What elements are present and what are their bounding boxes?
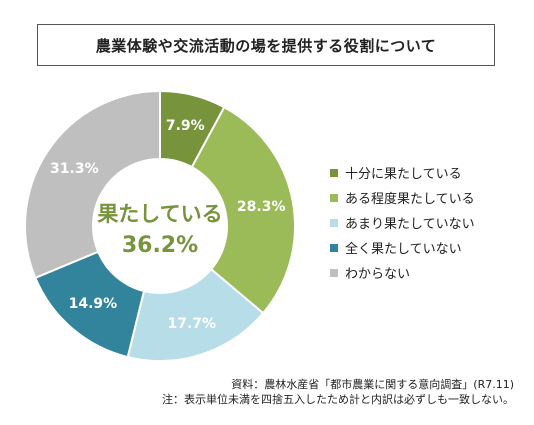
chart-title: 農業体験や交流活動の場を提供する役割について	[37, 24, 495, 66]
legend-label: 全く果たしていない	[345, 242, 462, 257]
slice-value-label: 17.7%	[168, 316, 217, 332]
legend-swatch	[330, 218, 338, 227]
slice-labels: 7.9% 28.3% 17.7% 14.9% 31.3%	[50, 118, 285, 332]
legend-item: わからない	[330, 260, 475, 285]
donut-slices	[24, 89, 296, 362]
center-label: 果たしている	[97, 202, 222, 226]
legend-label: 十分に果たしている	[345, 167, 462, 182]
source-note: 資料：農林水産省「都市農業に関する意向調査」(R7.11) 注：表示単位未満を四…	[162, 377, 514, 407]
legend-label: わからない	[345, 267, 411, 282]
legend-item: 十分に果たしている	[330, 160, 475, 185]
source-line: 資料：農林水産省「都市農業に関する意向調査」(R7.11)	[231, 378, 514, 391]
slice-value-label: 28.3%	[237, 199, 286, 215]
slice-value-label: 31.3%	[50, 161, 99, 177]
legend-swatch	[330, 168, 338, 177]
legend-item: ある程度果たしている	[330, 185, 475, 210]
slice-5	[24, 89, 161, 280]
slice-value-label: 7.9%	[166, 118, 205, 134]
legend-item: あまり果たしていない	[330, 210, 475, 235]
center-value: 36.2%	[122, 233, 198, 258]
legend-label: ある程度果たしている	[345, 192, 475, 207]
slice-value-label: 14.9%	[69, 296, 118, 312]
legend-item: 全く果たしていない	[330, 235, 475, 260]
legend-label: あまり果たしていない	[345, 217, 475, 232]
slice-3	[126, 267, 265, 362]
legend: 十分に果たしている ある程度果たしている あまり果たしていない 全く果たしていない わか…	[330, 160, 475, 285]
slice-2	[190, 105, 296, 315]
legend-swatch	[330, 268, 338, 277]
legend-swatch	[330, 243, 338, 252]
note-line: 注：表示単位未満を四捨五入したため計と内訳は必ずしも一致しない。	[162, 393, 514, 406]
legend-swatch	[330, 193, 338, 202]
